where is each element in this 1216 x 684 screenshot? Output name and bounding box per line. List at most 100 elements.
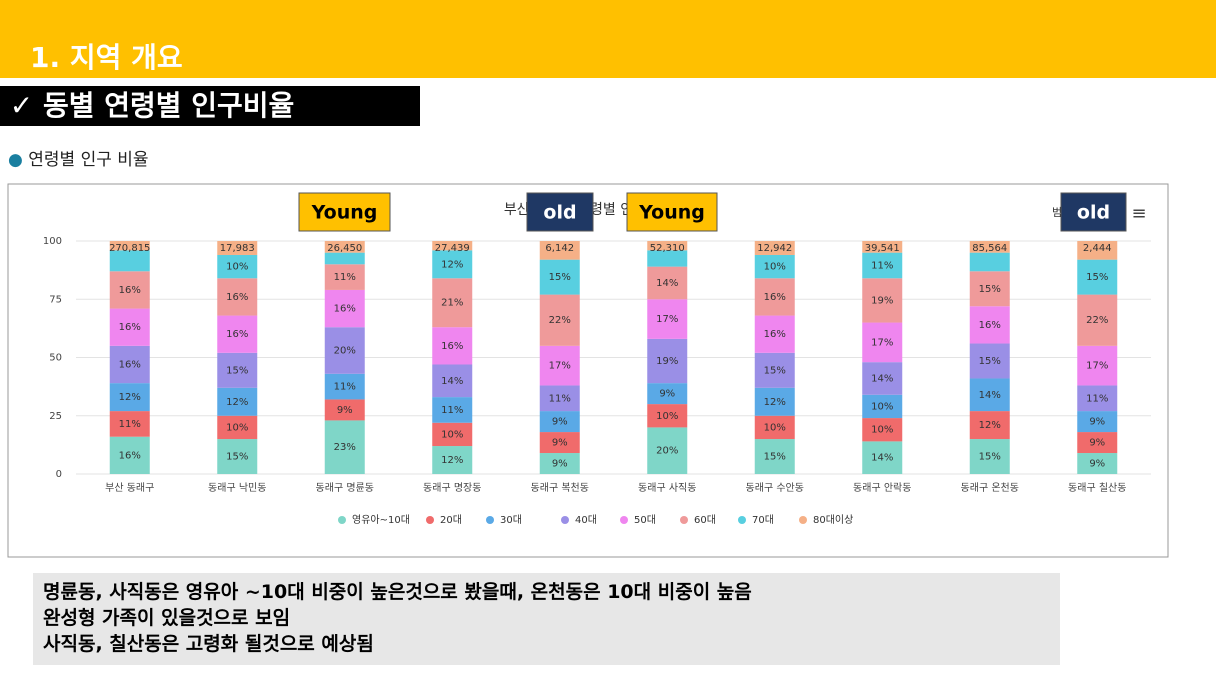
bar-segment <box>109 411 150 437</box>
overlay-label: old <box>1077 202 1110 224</box>
bar-segment <box>217 387 258 416</box>
total-label: 6,142 <box>545 243 574 254</box>
data-label: 10% <box>441 429 463 440</box>
bar-segment <box>969 271 1010 307</box>
data-label: 22% <box>549 315 571 326</box>
header-title: 1. 지역 개요 <box>30 41 183 74</box>
legend-label[interactable]: 70대 <box>752 514 774 526</box>
section-title: ✓ 동별 연령별 인구비율 <box>0 86 420 126</box>
y-tick-label: 25 <box>49 411 62 422</box>
bar-segment <box>432 364 473 398</box>
legend-label[interactable]: 20대 <box>440 514 462 526</box>
legend-label[interactable]: 40대 <box>575 514 597 526</box>
overlay-box <box>1060 192 1127 232</box>
total-label: 17,983 <box>220 243 255 254</box>
bar-segment <box>754 387 795 416</box>
data-label: 17% <box>656 314 678 325</box>
data-label: 11% <box>441 405 463 416</box>
data-label: 16% <box>119 450 141 461</box>
bar-segment <box>539 453 580 474</box>
legend-marker[interactable] <box>486 516 494 524</box>
y-tick-label: 75 <box>49 294 62 305</box>
bar-segment <box>324 241 365 253</box>
total-label: 27,439 <box>435 243 470 254</box>
legend-marker[interactable] <box>620 516 628 524</box>
y-tick-label: 100 <box>43 236 62 247</box>
legend-marker[interactable] <box>799 516 807 524</box>
bar-segment <box>217 254 258 279</box>
x-tick-label: 동래구 명장동 <box>423 482 481 494</box>
x-tick-label: 동래구 명륜동 <box>316 482 374 494</box>
data-label: 9% <box>1089 417 1105 428</box>
legend-marker[interactable] <box>338 516 346 524</box>
data-label: 9% <box>337 405 353 416</box>
legend-marker[interactable] <box>680 516 688 524</box>
bar-segment <box>862 278 903 323</box>
section-text: 동별 연령별 인구비율 <box>42 89 295 122</box>
bar-segment <box>324 289 365 328</box>
bar-segment <box>539 259 580 295</box>
data-label: 9% <box>552 438 568 449</box>
data-label: 17% <box>549 361 571 372</box>
bar-segment <box>969 241 1010 253</box>
bar-segment <box>324 373 365 400</box>
menu-icon[interactable]: ≡ <box>1131 203 1146 224</box>
bar-segment <box>109 308 150 346</box>
data-label: 15% <box>549 272 571 283</box>
total-label: 270,815 <box>109 243 150 254</box>
bar-segment <box>647 266 688 300</box>
bar-segment <box>862 252 903 279</box>
bar-segment <box>539 241 580 260</box>
data-label: 10% <box>871 425 893 436</box>
data-label: 11% <box>334 272 356 283</box>
bar-segment <box>1077 453 1118 474</box>
legend-label[interactable]: 50대 <box>634 514 656 526</box>
bar-segment <box>109 241 150 251</box>
legend-label[interactable]: 80대이상 <box>813 514 853 526</box>
data-label: 14% <box>979 390 1001 401</box>
y-tick-label: 0 <box>56 469 62 480</box>
bar-segment <box>217 439 258 474</box>
legend-label[interactable]: 60대 <box>694 514 716 526</box>
bar-segment <box>862 322 903 363</box>
bar-segment <box>539 345 580 386</box>
bar-segment <box>1077 294 1118 346</box>
data-label: 10% <box>871 401 893 412</box>
legend-marker[interactable] <box>561 516 569 524</box>
data-label: 21% <box>441 298 463 309</box>
bar-segment <box>324 252 365 265</box>
data-label: 11% <box>871 260 893 271</box>
bar-segment <box>217 241 258 255</box>
data-label: 14% <box>656 278 678 289</box>
bar-segment <box>324 420 365 474</box>
legend-marker[interactable] <box>426 516 434 524</box>
data-label: 10% <box>226 422 248 433</box>
data-label: 11% <box>334 382 356 393</box>
data-label: 10% <box>764 422 786 433</box>
legend-label[interactable]: 30대 <box>500 514 522 526</box>
y-tick-label: 50 <box>49 353 62 364</box>
data-label: 15% <box>226 365 248 376</box>
data-label: 20% <box>334 346 356 357</box>
chart: 부산 동래구 연령별 인구 비율025507510016%11%12%16%16… <box>7 183 1169 558</box>
data-label: 16% <box>441 341 463 352</box>
data-label: 17% <box>1086 361 1108 372</box>
overlay-box <box>626 192 718 232</box>
x-tick-label: 동래구 복천동 <box>531 482 589 494</box>
bar-segment <box>969 378 1010 412</box>
bar-segment <box>432 278 473 328</box>
bar-segment <box>969 306 1010 344</box>
x-tick-label: 부산 동래구 <box>105 482 154 494</box>
data-label: 12% <box>226 397 248 408</box>
subtitle-text: 연령별 인구 비율 <box>28 150 149 170</box>
bar-segment <box>1077 432 1118 454</box>
total-label: 12,942 <box>757 243 792 254</box>
legend-marker[interactable] <box>738 516 746 524</box>
legend-label[interactable]: 영유아~10대 <box>352 514 410 526</box>
data-label: 12% <box>119 392 141 403</box>
note-line: 완성형 가족이 있을것으로 보임 <box>43 607 291 629</box>
data-label: 16% <box>979 320 1001 331</box>
bar-segment <box>432 250 473 279</box>
bar-segment <box>109 345 150 384</box>
